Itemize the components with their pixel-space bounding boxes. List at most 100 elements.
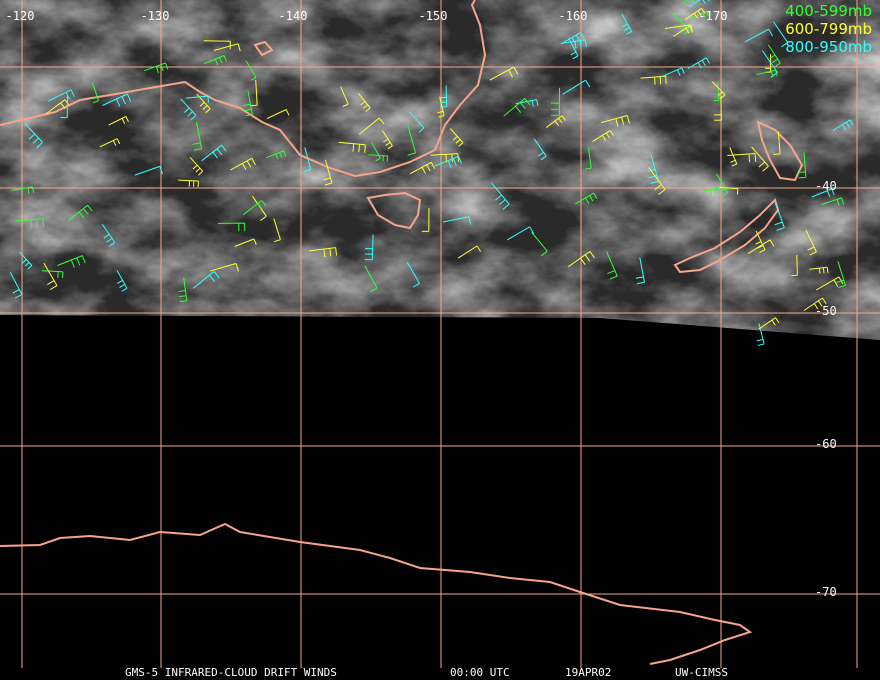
- wind-barbs: [9, 0, 854, 346]
- wind-barb: [9, 272, 23, 299]
- wind-barb: [101, 223, 116, 247]
- wind-barb: [758, 317, 780, 330]
- wind-barb: [303, 147, 312, 172]
- wind-barb: [178, 179, 199, 188]
- wind-barb: [18, 251, 33, 270]
- wind-barb: [727, 153, 757, 163]
- footer: GMS-5 INFRARED-CLOUD DRIFT WINDS 00:00 U…: [125, 666, 728, 679]
- wind-barb: [381, 130, 393, 150]
- legend-entry: 600-799mb: [785, 20, 872, 38]
- wind-barb: [192, 121, 203, 151]
- wind-barb: [91, 82, 100, 104]
- wind-barb: [340, 86, 349, 107]
- wind-barb: [605, 250, 618, 280]
- wind-barb: [600, 115, 630, 127]
- wind-barb: [457, 245, 482, 259]
- latitude-label: -40: [815, 179, 837, 193]
- wind-barb: [265, 150, 287, 160]
- wind-barb: [797, 152, 807, 179]
- wind-barb: [24, 123, 43, 149]
- wind-barb: [562, 79, 591, 95]
- longitude-labels: -120 -130 -140 -150 -160 -170: [6, 9, 728, 23]
- wind-barb: [719, 186, 739, 195]
- wind-barb: [245, 60, 257, 81]
- wind-barb: [715, 173, 729, 197]
- wind-barb: [585, 147, 592, 170]
- wind-barb: [434, 155, 462, 168]
- coastlines: [0, 0, 804, 665]
- latitude-label: -70: [815, 585, 837, 599]
- wind-barb: [196, 93, 211, 114]
- wind-barb: [68, 204, 93, 222]
- wind-barb: [323, 159, 333, 186]
- wind-barb: [811, 188, 835, 198]
- wind-barb: [545, 115, 566, 129]
- wind-barb: [832, 119, 854, 132]
- footer-date: 19APR02: [565, 666, 611, 679]
- wind-barb: [533, 138, 547, 161]
- wind-barb: [189, 157, 204, 176]
- wind-barb: [266, 109, 290, 120]
- wind-barb: [836, 261, 846, 289]
- wind-barb: [60, 95, 68, 119]
- wind-barb: [273, 218, 281, 243]
- wind-barb: [108, 116, 129, 126]
- wind-barb: [180, 98, 197, 121]
- latitude-label: -60: [815, 437, 837, 451]
- wind-barb: [102, 93, 132, 107]
- wind-barb: [592, 129, 614, 143]
- wind-barb: [407, 126, 417, 156]
- wind-barb: [409, 161, 436, 175]
- wind-barb: [561, 39, 587, 49]
- wind-barb: [449, 128, 464, 147]
- wind-barb: [99, 138, 121, 148]
- wind-barb: [711, 81, 726, 99]
- wind-barb: [358, 93, 371, 112]
- latitude-labels: -40 -50 -60 -70: [815, 179, 837, 599]
- footer-time: 00:00 UTC: [450, 666, 510, 679]
- wind-barb: [756, 69, 778, 77]
- wind-barb: [774, 202, 785, 231]
- wind-barb: [640, 75, 667, 85]
- wind-barb: [747, 239, 775, 255]
- wind-barb: [234, 238, 257, 247]
- footer-source: UW-CIMSS: [675, 666, 728, 679]
- wind-barb: [661, 67, 685, 78]
- wind-barb: [421, 208, 430, 232]
- wind-barb: [370, 141, 381, 162]
- wind-barb: [506, 226, 535, 241]
- wind-barb: [699, 187, 721, 196]
- legend-entry: 400-599mb: [785, 2, 872, 20]
- wind-barb: [439, 85, 448, 108]
- wind-barb: [647, 154, 660, 184]
- wind-barb: [568, 251, 595, 268]
- wind-barb: [503, 98, 531, 117]
- wind-barb: [621, 14, 633, 35]
- wind-barb: [791, 254, 798, 276]
- wind-barb: [803, 297, 827, 311]
- wind-barb: [714, 96, 722, 121]
- wind-barb: [688, 0, 710, 8]
- wind-barb: [684, 7, 706, 21]
- wind-barb: [41, 270, 64, 279]
- wind-barb: [756, 323, 765, 346]
- wind-barb: [308, 247, 338, 258]
- wind-barb: [437, 96, 445, 118]
- wind-barb: [210, 263, 239, 272]
- wind-barb: [213, 43, 241, 52]
- longitude-label: -160: [559, 9, 588, 23]
- wind-barb: [648, 167, 666, 195]
- wind-barb: [665, 24, 693, 33]
- latitude-label: -50: [815, 304, 837, 318]
- footer-product: GMS-5 INFRARED-CLOUD DRIFT WINDS: [125, 666, 337, 679]
- wind-barb: [687, 57, 710, 70]
- wind-barb: [744, 28, 774, 43]
- longitude-label: -170: [699, 9, 728, 23]
- wind-barb: [144, 62, 169, 73]
- wind-barb: [178, 277, 188, 303]
- wind-barb: [574, 192, 598, 205]
- wind-barb: [767, 44, 781, 68]
- wind-barb: [243, 90, 253, 117]
- wind-barb: [772, 21, 789, 48]
